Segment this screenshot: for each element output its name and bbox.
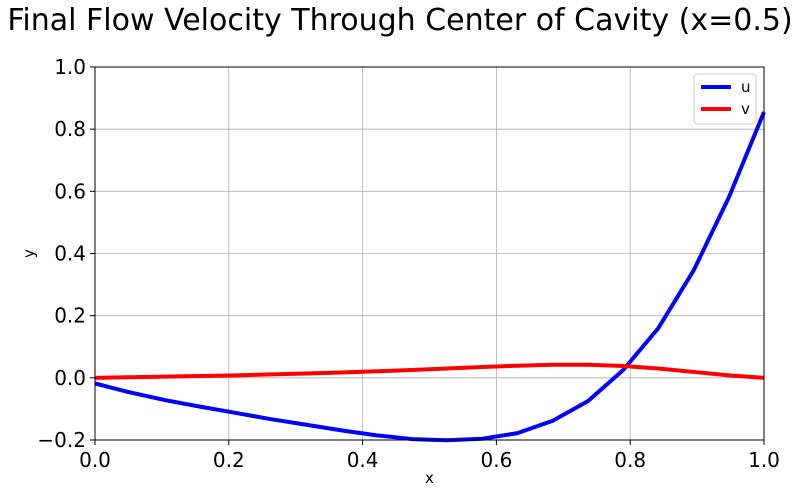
y-tick-label: 0.4 bbox=[54, 242, 86, 266]
series-line-u bbox=[94, 111, 766, 443]
ticks: 0.0 0.2 0.4 0.6 0.8 1.0−0.20.00.20.40.60.81.0 bbox=[37, 55, 779, 472]
x-tick-label: 1.0 bbox=[748, 448, 780, 472]
y-tick-label: 1.0 bbox=[54, 55, 86, 79]
x-tick-label: 0.0 bbox=[79, 448, 111, 472]
y-tick-label: 0.8 bbox=[54, 117, 86, 141]
x-tick-label: 0.6 bbox=[480, 448, 512, 472]
y-tick-label: 0.0 bbox=[54, 366, 86, 390]
y-tick-label: 0.6 bbox=[54, 179, 86, 203]
legend-label-u: u bbox=[741, 78, 751, 96]
series-line-v bbox=[94, 362, 765, 380]
y-tick-label: −0.2 bbox=[37, 428, 86, 452]
legend-label-v: v bbox=[741, 100, 750, 118]
y-tick-label: 0.2 bbox=[54, 304, 86, 328]
series-layer bbox=[94, 111, 766, 443]
x-tick-label: 0.2 bbox=[213, 448, 245, 472]
x-tick-label: 0.8 bbox=[614, 448, 646, 472]
y-axis-label: y bbox=[20, 249, 38, 258]
legend: uv bbox=[693, 73, 757, 125]
x-axis-label: x bbox=[425, 469, 434, 487]
x-tick-label: 0.4 bbox=[347, 448, 379, 472]
chart-title: Final Flow Velocity Through Center of Ca… bbox=[7, 3, 792, 38]
grid bbox=[94, 66, 765, 441]
